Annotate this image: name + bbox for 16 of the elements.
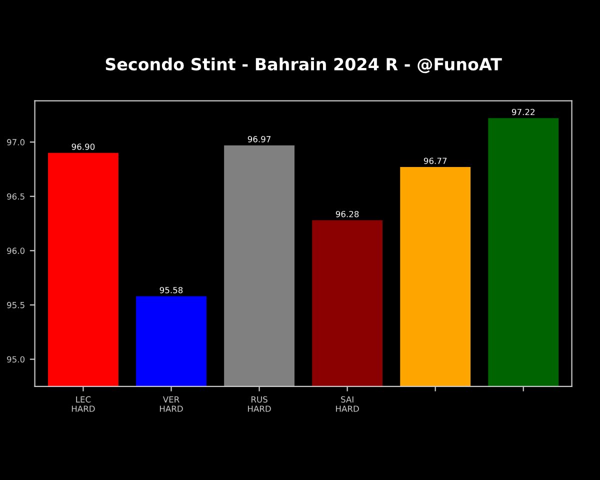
data-label: 95.58 [160,286,183,294]
x-tick-label: SAI HARD [336,396,359,412]
data-label: 96.97 [248,136,270,142]
y-tick-label: 96.5 [7,193,24,200]
data-label: 97.22 [512,108,534,116]
x-tick-label: VER HARD [160,396,183,412]
data-label: 96.28 [336,210,359,218]
x-tick-label: RUS HARD [248,396,271,412]
y-tick-label: 97.0 [7,139,25,146]
chart-title: Secondo Stint - Bahrain 2024 R - @FunoAT [106,58,502,74]
y-tick-label: 95.0 [7,356,25,363]
y-tick-label: 96.0 [7,248,25,254]
x-tick-label: LEC HARD [72,396,95,412]
y-tick-label: 95.5 [7,302,24,308]
data-label: 96.77 [424,158,447,164]
data-label: 96.90 [72,144,95,150]
